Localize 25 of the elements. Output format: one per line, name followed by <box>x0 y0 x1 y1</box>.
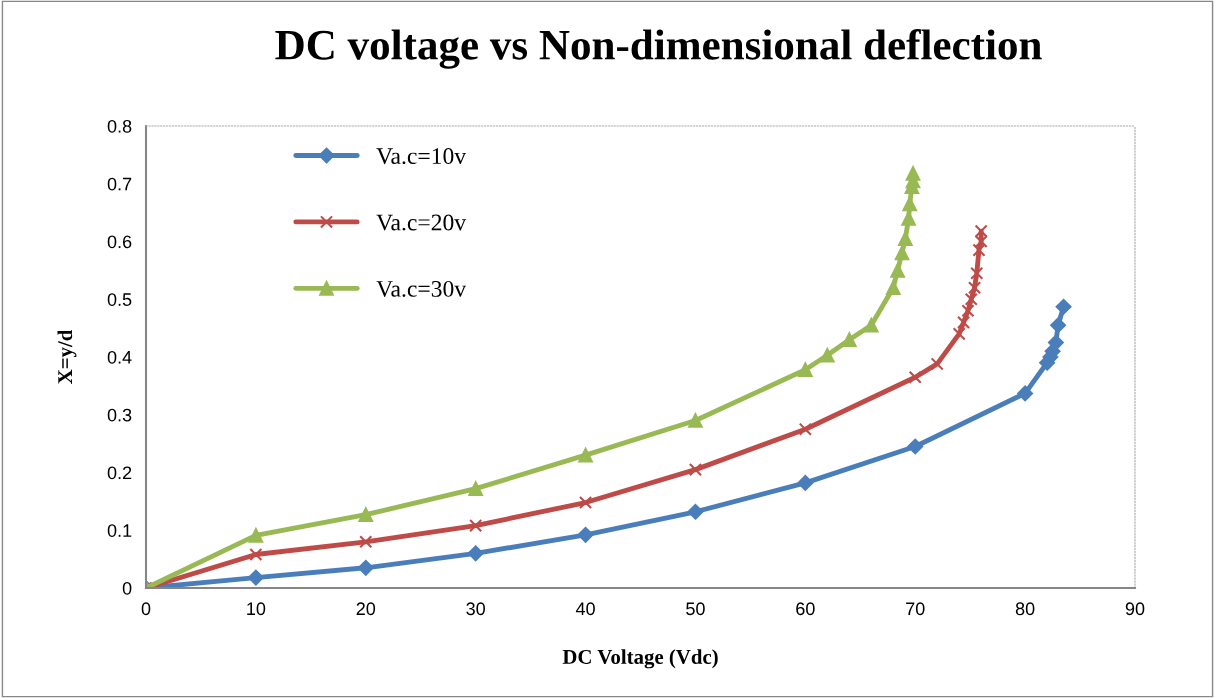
y-tick-label: 0.4 <box>107 350 132 364</box>
x-tick-label: 40 <box>575 602 595 616</box>
y-tick-label: 0.3 <box>107 408 132 422</box>
y-tick-label: 0.5 <box>107 293 132 306</box>
x-tick-label: 60 <box>796 602 815 616</box>
x-tick-label: 70 <box>906 602 925 616</box>
y-tick-label: 0.8 <box>107 119 132 133</box>
legend-label: Va.c=10v <box>376 148 467 165</box>
x-axis-title: DC Voltage (Vdc) <box>562 649 718 669</box>
x-tick-label: 90 <box>1125 602 1145 616</box>
y-tick-label: 0.6 <box>107 235 132 249</box>
x-tick-label: 0 <box>141 602 151 616</box>
x-tick-label: 30 <box>466 602 485 616</box>
y-axis-title: X=y/d <box>57 329 77 384</box>
x-tick-label: 50 <box>686 602 705 616</box>
y-tick-label: 0 <box>122 581 132 595</box>
legend-label: Va.c=30v <box>376 280 467 297</box>
x-tick-label: 20 <box>356 602 376 616</box>
chart-title: DC voltage vs Non-dimensional deflection <box>275 28 1042 69</box>
y-tick-label: 0.1 <box>107 524 132 537</box>
legend-label: Va.c=20v <box>376 214 467 231</box>
y-tick-label: 0.7 <box>107 177 132 191</box>
x-tick-label: 80 <box>1015 602 1035 616</box>
y-tick-label: 0.2 <box>107 466 132 480</box>
x-tick-label: 10 <box>247 602 266 616</box>
